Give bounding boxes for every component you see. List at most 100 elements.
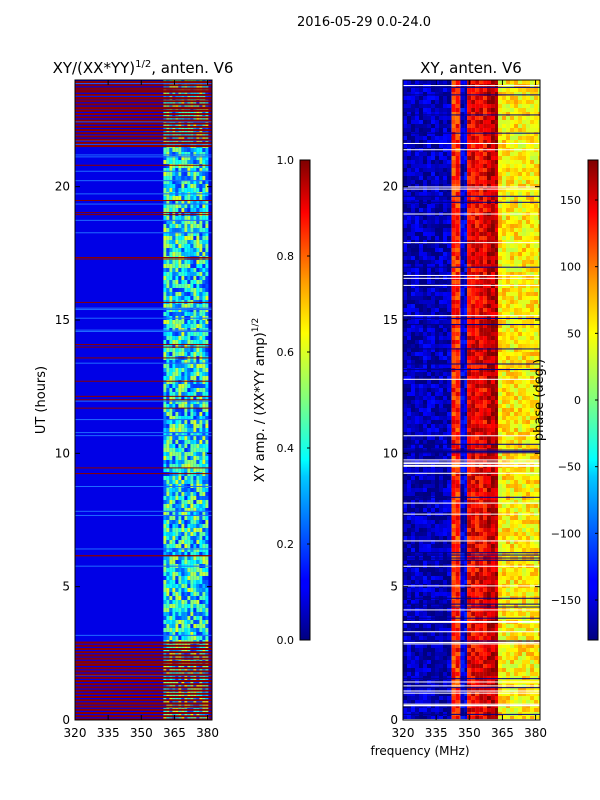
phase-cell: [427, 388, 431, 392]
phase-cell: [419, 120, 423, 124]
amplitude-cell: [202, 444, 206, 448]
phase-cell: [459, 124, 461, 128]
phase-cell: [407, 340, 411, 344]
phase-cell: [439, 588, 443, 592]
amplitude-cell: [199, 180, 203, 184]
phase-cell: [451, 696, 452, 700]
phase-cell: [419, 304, 423, 308]
amplitude-cell: [163, 668, 167, 672]
phase-cell: [451, 416, 456, 420]
amplitude-cell: [166, 440, 170, 444]
phase-cell: [451, 636, 452, 640]
phase-cell: [423, 88, 427, 92]
phase-cell: [451, 500, 456, 504]
amplitude-cell: [202, 348, 206, 352]
phase-cell: [447, 652, 451, 656]
amplitude-saturated-row: [75, 654, 212, 657]
amplitude-cell: [172, 388, 176, 392]
phase-cell: [431, 364, 435, 368]
amplitude-cell: [184, 332, 188, 336]
phase-cell: [419, 420, 423, 424]
phase-cell: [431, 656, 435, 660]
phase-cell: [443, 476, 447, 480]
phase-cell: [451, 136, 456, 140]
phase-cell: [439, 652, 443, 656]
phase-cell: [419, 224, 423, 228]
phase-cell: [443, 576, 447, 580]
amplitude-cell: [166, 280, 170, 284]
amplitude-cell: [196, 244, 200, 248]
phase-cell: [411, 572, 415, 576]
phase-cell: [423, 380, 427, 384]
amplitude-cell: [202, 620, 206, 624]
phase-cell: [455, 164, 460, 168]
phase-cell: [447, 140, 451, 144]
amplitude-saturated-row: [75, 648, 212, 650]
amplitude-cell: [172, 700, 176, 704]
amplitude-cell: [205, 668, 209, 672]
amplitude-saturated-row: [75, 689, 212, 692]
phase-cell: [423, 552, 427, 556]
phase-cell: [451, 144, 452, 148]
phase-cell: [423, 536, 427, 540]
phase-cell: [403, 100, 407, 104]
phase-cell: [407, 484, 411, 488]
phase-cell: [435, 340, 439, 344]
amplitude-cell: [196, 172, 200, 176]
amplitude-cell: [178, 136, 182, 140]
amplitude-cell: [178, 620, 182, 624]
amplitude-cell: [181, 568, 185, 572]
amplitude-streak: [75, 164, 212, 166]
phase-cell: [447, 252, 451, 256]
amplitude-saturated-row: [75, 715, 212, 718]
amplitude-cell: [178, 212, 182, 216]
amplitude-cell: [163, 452, 167, 456]
amplitude-cell: [184, 276, 188, 280]
phase-cell: [451, 132, 456, 136]
phase-cell: [419, 488, 423, 492]
amplitude-cell: [175, 448, 179, 452]
amplitude-cell: [199, 392, 203, 396]
phase-cell: [415, 708, 419, 712]
phase-cell: [447, 192, 451, 196]
amplitude-cell: [196, 364, 200, 368]
amplitude-cell: [172, 628, 176, 632]
amplitude-cell: [193, 304, 197, 308]
amplitude-streak: [75, 357, 212, 359]
amplitude-cell: [205, 412, 209, 416]
phase-cell: [427, 488, 431, 492]
amplitude-cell: [181, 460, 185, 464]
phase-cell: [423, 688, 427, 692]
amplitude-cell: [187, 152, 191, 156]
phase-cell: [411, 360, 415, 364]
amplitude-cell: [178, 716, 182, 720]
amplitude-streak: [75, 380, 212, 382]
amplitude-cell: [199, 616, 203, 620]
phase-cell: [455, 392, 460, 396]
phase-cell: [459, 432, 461, 436]
amplitude-cell: [187, 548, 191, 552]
amplitude-cell: [205, 532, 209, 536]
amplitude-cell: [181, 400, 185, 404]
phase-cell: [443, 592, 447, 596]
amplitude-cell: [193, 428, 197, 432]
amplitude-cell: [196, 296, 200, 300]
phase-cell: [403, 496, 407, 500]
amplitude-cell: [181, 532, 185, 536]
amplitude-cell: [187, 436, 191, 440]
amplitude-cell: [196, 580, 200, 584]
amplitude-cell: [184, 424, 188, 428]
phase-cell: [447, 320, 451, 324]
phase-cell: [407, 716, 411, 720]
amplitude-cell: [196, 588, 200, 592]
phase-cell: [427, 108, 431, 112]
amplitude-cell: [199, 260, 203, 264]
phase-cell: [419, 612, 423, 616]
amplitude-streak: [75, 180, 212, 182]
amplitude-cell: [196, 432, 200, 436]
phase-cell: [459, 264, 461, 268]
amplitude-cell: [181, 420, 185, 424]
phase-cell: [419, 232, 423, 236]
amplitude-cell: [166, 548, 170, 552]
phase-cell: [435, 112, 439, 116]
